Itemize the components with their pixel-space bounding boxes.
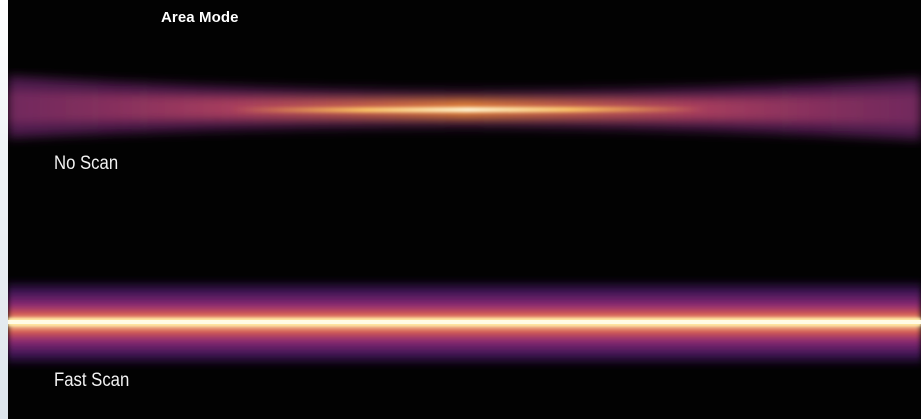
header-title: Area Mode: [161, 9, 239, 26]
fast-scan-core-highlight: [8, 320, 921, 324]
fast-scan-beam-graphic: [8, 278, 921, 368]
no-scan-core: [128, 106, 808, 113]
no-scan-caption: No Scan: [54, 153, 119, 174]
fast-scan-beam: [8, 268, 921, 378]
left-edge-border: [0, 0, 8, 419]
fast-scan-caption: Fast Scan: [54, 370, 130, 391]
no-scan-beam: [8, 68, 921, 148]
no-scan-beam-graphic: [8, 76, 921, 140]
